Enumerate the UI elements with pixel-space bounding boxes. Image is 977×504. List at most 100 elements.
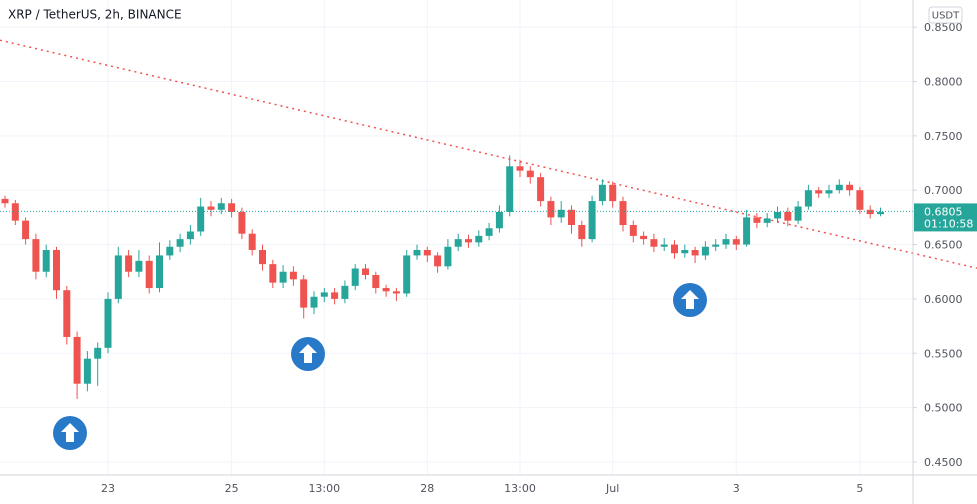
y-tick-label: 0.5000 — [924, 402, 963, 415]
candle-body — [547, 201, 555, 218]
candle-body — [145, 260, 153, 289]
candle-body — [671, 244, 678, 254]
currency-label: USDT — [932, 11, 960, 22]
y-tick-label: 0.5500 — [924, 347, 963, 360]
candle-body — [650, 239, 658, 247]
candle-body — [73, 336, 81, 384]
candle-body — [846, 184, 854, 191]
candle-body — [94, 347, 102, 359]
candle-body — [413, 250, 421, 256]
candle-body — [691, 250, 699, 256]
candle-body — [557, 209, 565, 218]
candle-body — [598, 184, 606, 202]
candle-body — [465, 239, 472, 243]
axes: 0.4500 0.5000 0.5500 0.6000 0.6500 0.7000 0.75… — [101, 21, 977, 495]
candle-body — [722, 239, 730, 245]
candle-body — [732, 239, 740, 245]
candle-body — [362, 268, 369, 275]
candle-body — [815, 190, 823, 194]
candle-body — [835, 184, 843, 191]
x-tick-label: Jul — [605, 482, 619, 495]
y-tick-label: 0.6000 — [924, 293, 963, 306]
candle-body — [22, 220, 30, 240]
candle-body — [114, 255, 122, 299]
candle-body — [619, 201, 627, 225]
candle-body — [186, 231, 194, 240]
candle-body — [825, 190, 833, 194]
candle-body — [804, 190, 812, 207]
candle-body — [516, 166, 524, 171]
candle-body — [444, 246, 452, 267]
x-tick-label: 23 — [101, 482, 115, 495]
candle-body — [259, 250, 266, 265]
candle-body — [434, 255, 442, 267]
candle-body — [423, 250, 431, 256]
candle-body — [763, 218, 771, 223]
candle-body — [42, 250, 50, 272]
candle-body — [526, 170, 534, 178]
x-tick-label: 28 — [420, 482, 434, 495]
candle-body — [588, 201, 596, 240]
y-tick-label: 0.4500 — [924, 456, 963, 469]
candle-body — [135, 260, 143, 272]
candle-body — [794, 206, 802, 221]
signal-icon — [673, 283, 707, 317]
x-tick-label: 13:00 — [504, 482, 536, 495]
candle-body — [351, 268, 359, 286]
candle-body — [866, 209, 874, 215]
candle-body — [156, 255, 163, 289]
candle-body — [341, 285, 349, 299]
candle-body — [104, 298, 112, 348]
candle-body — [774, 211, 781, 219]
candle-body — [166, 246, 174, 256]
y-tick-label: 0.8500 — [924, 21, 963, 34]
x-tick-label: 13:00 — [308, 482, 340, 495]
x-tick-label: 25 — [225, 482, 239, 495]
candle-body — [495, 211, 503, 229]
candle-body — [712, 244, 720, 247]
candle-body — [32, 239, 40, 272]
candle-body — [506, 166, 514, 212]
candle-body — [320, 292, 328, 297]
chart-title: XRP / TetherUS, 2h, BINANCE — [8, 8, 182, 22]
candle-body — [382, 288, 390, 292]
candle-body — [743, 217, 751, 245]
candle-body — [228, 203, 236, 212]
candle-body — [392, 291, 400, 294]
candle-body — [125, 255, 133, 272]
candle-body — [176, 239, 184, 247]
candle-body — [660, 244, 668, 247]
candle-body — [568, 209, 575, 225]
candle-body — [248, 233, 256, 250]
y-tick-label: 0.7000 — [924, 184, 963, 197]
candle-body — [485, 228, 493, 236]
candle-body — [83, 358, 91, 384]
candle-body — [454, 239, 462, 247]
candle-body — [537, 177, 545, 202]
y-tick-label: 0.6500 — [924, 239, 963, 252]
plot — [0, 39, 977, 399]
candle-body — [238, 211, 246, 234]
currency-badge[interactable] — [928, 6, 963, 24]
candle-body — [372, 275, 380, 289]
candle-body — [11, 203, 19, 221]
candle-body — [629, 225, 637, 236]
candle-body — [856, 190, 864, 210]
last-price-label: 0.6805 — [924, 205, 963, 218]
x-tick-label: 5 — [856, 482, 863, 495]
candle-body — [269, 264, 277, 283]
candle-body — [53, 250, 60, 291]
candle-body — [877, 211, 884, 215]
signal-icon — [291, 337, 325, 371]
countdown-label: 01:10:58 — [924, 217, 973, 230]
candle-body — [310, 296, 318, 308]
candle-body — [701, 246, 709, 256]
candle-body — [279, 271, 287, 283]
candle-body — [300, 279, 308, 308]
candle-body — [1, 198, 9, 204]
x-tick-label: 3 — [733, 482, 740, 495]
candle-body — [197, 206, 205, 232]
candle-body — [403, 255, 411, 294]
last-price-box — [914, 203, 977, 232]
